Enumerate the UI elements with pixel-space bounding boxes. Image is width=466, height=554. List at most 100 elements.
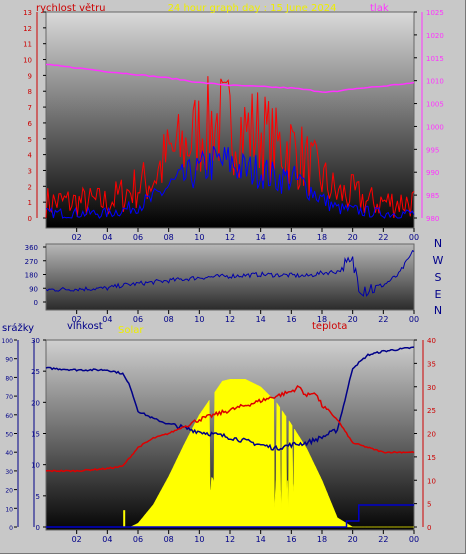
direction-panel-x-tick-label: 16 — [286, 315, 296, 324]
compass-label: N — [434, 237, 442, 250]
wind-panel-x-tick-label: 06 — [133, 233, 143, 242]
direction-panel-x-tick-label: 08 — [164, 315, 174, 324]
direction-panel-x-tick-label: 14 — [256, 315, 266, 324]
rain-panel-x-tick-label: 06 — [133, 535, 143, 544]
rain-tick-label: 60 — [5, 413, 13, 420]
wind-panel-x-tick-label: 10 — [194, 233, 204, 242]
rain-panel-x-tick-label: 00 — [409, 535, 419, 544]
wind-panel-x-tick-label: 14 — [256, 233, 266, 242]
rain-panel-x-tick-label: 18 — [317, 535, 327, 544]
humidity-tick-label: 25 — [31, 368, 40, 376]
rain-panel-x-tick-label: 10 — [194, 535, 204, 544]
rain-panel-x-tick-label: 12 — [225, 535, 235, 544]
wind-panel-x-tick-label: 12 — [225, 233, 235, 242]
temperature-tick-label: 35 — [427, 360, 436, 368]
rain-tick-label: 20 — [5, 488, 13, 495]
vlhkost-label: vlhkost — [67, 321, 103, 332]
wind-speed-tick-label: 9 — [28, 72, 32, 80]
direction-panel-x-tick-label: 18 — [317, 315, 327, 324]
humidity-tick-label: 20 — [31, 399, 40, 407]
wind-gust-series — [45, 76, 415, 219]
direction-tick-label: 180 — [25, 272, 38, 280]
compass-label: N — [434, 304, 442, 317]
humidity-tick-label: 15 — [31, 431, 40, 439]
wind-panel-x-tick-label: 02 — [72, 233, 82, 242]
pressure-tick-label: 995 — [426, 146, 439, 154]
srazky-label: srážky — [2, 322, 34, 334]
chart-title: 24 hour graph day : 15 June 2024 — [168, 3, 337, 14]
wind-speed-tick-label: 5 — [28, 136, 32, 144]
wind-speed-tick-label: 1 — [28, 199, 32, 207]
compass-label: E — [435, 288, 442, 301]
rain-tick-label: 70 — [5, 394, 13, 401]
direction-panel-x-tick-label: 04 — [102, 315, 112, 324]
rain-panel-x-tick-label: 22 — [378, 535, 388, 544]
wind-speed-tick-label: 6 — [28, 120, 33, 128]
rain-panel-x-tick-label: 20 — [348, 535, 358, 544]
direction-tick-label: 270 — [25, 258, 38, 266]
wind-panel-x-tick-label: 18 — [317, 233, 327, 242]
humidity-tick-label: 0 — [36, 524, 40, 532]
rain-tick-label: 80 — [5, 375, 13, 382]
direction-tick-label: 0 — [34, 299, 38, 307]
wind-panel-x-tick-label: 00 — [409, 233, 419, 242]
rain-tick-label: 40 — [5, 450, 13, 457]
wind-direction-series — [45, 250, 415, 297]
wind-speed-tick-label: 12 — [23, 25, 32, 33]
rain-tick-label: 50 — [5, 432, 13, 439]
temperature-tick-label: 5 — [427, 501, 431, 509]
wind-pressure-panel — [45, 11, 415, 229]
pressure-series — [46, 63, 415, 93]
pressure-tick-label: 985 — [426, 192, 439, 200]
humidity-tick-label: 30 — [31, 337, 40, 345]
rain-panel-x-tick-label: 16 — [286, 535, 296, 544]
wind-speed-tick-label: 8 — [28, 88, 32, 96]
compass-label: S — [435, 271, 442, 284]
rain-panel-x-tick-label: 08 — [164, 535, 174, 544]
rain-tick-label: 100 — [2, 338, 14, 345]
direction-panel-x-tick-label: 22 — [378, 315, 388, 324]
pressure-tick-label: 1000 — [426, 123, 444, 131]
wind-panel-x-tick-label: 16 — [286, 233, 296, 242]
rain-panel-x-tick-label: 02 — [72, 535, 82, 544]
temperature-tick-label: 25 — [427, 407, 436, 415]
rain-tick-label: 10 — [5, 506, 13, 513]
wind-average-series — [46, 145, 415, 219]
pressure-tick-label: 1015 — [426, 55, 444, 63]
humidity-tick-label: 5 — [36, 493, 40, 501]
temperature-tick-label: 30 — [427, 384, 436, 392]
direction-panel-x-tick-label: 06 — [133, 315, 143, 324]
rain-series — [46, 504, 414, 528]
wind-speed-tick-label: 11 — [23, 41, 32, 49]
wind-speed-tick-label: 2 — [28, 183, 32, 191]
solar-label: Solar — [118, 325, 144, 336]
wind-panel-x-tick-label: 04 — [102, 233, 112, 242]
wind-speed-tick-label: 3 — [28, 167, 32, 175]
wind-speed-tick-label: 10 — [23, 57, 32, 65]
temperature-tick-label: 0 — [427, 524, 431, 532]
rain-tick-label: 30 — [5, 469, 13, 476]
temperature-tick-label: 40 — [427, 337, 436, 345]
rain-panel-x-tick-label: 04 — [102, 535, 112, 544]
temperature-series — [45, 384, 415, 473]
direction-panel-x-tick-label: 02 — [72, 315, 82, 324]
pressure-tick-label: 1025 — [426, 9, 444, 17]
wind-panel-x-tick-label: 22 — [378, 233, 388, 242]
direction-tick-label: 360 — [25, 244, 38, 252]
temperature-tick-label: 20 — [427, 431, 436, 439]
right-axis-label: tlak — [370, 3, 389, 14]
pressure-tick-label: 980 — [426, 215, 439, 223]
direction-panel-x-tick-label: 12 — [225, 315, 235, 324]
humidity-tick-label: 10 — [31, 462, 40, 470]
humidity-series — [45, 346, 415, 451]
teplota-label: teplota — [312, 321, 347, 332]
wind-speed-tick-label: 13 — [23, 9, 32, 17]
compass-label: W — [433, 254, 444, 267]
direction-tick-label: 90 — [29, 285, 38, 293]
direction-panel-x-tick-label: 00 — [409, 315, 419, 324]
wind-speed-tick-label: 7 — [28, 104, 32, 112]
pressure-tick-label: 1010 — [426, 78, 444, 86]
temperature-tick-label: 15 — [427, 454, 436, 462]
